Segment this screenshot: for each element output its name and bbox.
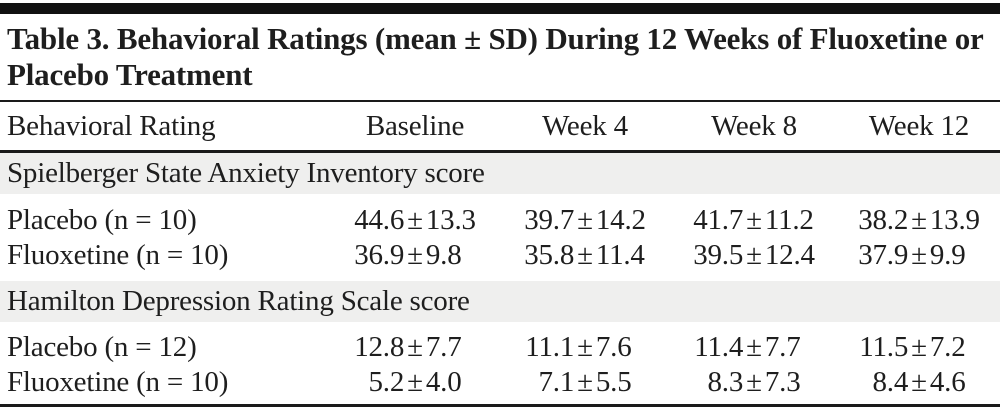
plus-minus-symbol: ±: [911, 331, 927, 363]
plus-minus-symbol: ±: [407, 331, 423, 363]
cell-mean: 11.1: [525, 331, 575, 363]
cell-week12: 8.4 ±4.6: [838, 366, 1000, 399]
cell-week8: 8.3 ±7.3: [670, 366, 838, 399]
cell-sd: 7.6: [595, 331, 632, 363]
plus-minus-symbol: ±: [407, 365, 423, 398]
plus-minus-symbol: ±: [911, 204, 927, 236]
header-rule: [0, 150, 1000, 153]
cell-sd: 13.9: [929, 204, 980, 236]
cell-mean: 8.4: [872, 365, 909, 398]
cell-week12: 11.5 ±7.2: [838, 331, 1000, 364]
cell-mean: 44.6: [354, 204, 405, 236]
cell-mean: 12.8: [354, 331, 405, 363]
cell-sd: 7.7: [425, 331, 462, 363]
cell-mean: 11.4: [694, 331, 744, 363]
cell-mean: 38.2: [858, 204, 909, 236]
cell-week8: 11.4 ±7.7: [670, 331, 838, 364]
cell-sd: 9.8: [425, 238, 462, 271]
cell-week4: 7.1 ±5.5: [500, 366, 670, 399]
table-row-spielberger-placebo: Placebo (n = 10) 44.6 ±13.3 39.7 ±14.2 41.…: [0, 203, 1000, 238]
cell-baseline: 44.6 ±13.3: [330, 204, 500, 237]
cell-sd: 11.2: [764, 204, 814, 236]
cell-sd: 4.6: [929, 365, 966, 398]
cell-mean: 5.2: [368, 365, 405, 398]
row-label: Placebo (n = 12): [7, 331, 197, 363]
plus-minus-symbol: ±: [746, 204, 762, 236]
plus-minus-symbol: ±: [746, 365, 762, 398]
section-header-hamilton: Hamilton Depression Rating Scale score: [0, 281, 1000, 322]
cell-week8: 41.7 ±11.2: [670, 204, 838, 237]
plus-minus-symbol: ±: [746, 331, 762, 363]
cell-mean: 8.3: [707, 365, 744, 398]
plus-minus-symbol: ±: [407, 204, 423, 236]
plus-minus-symbol: ±: [911, 238, 927, 271]
column-header-behavioral-rating: Behavioral Rating: [7, 109, 216, 142]
column-header-baseline: Baseline: [365, 109, 465, 142]
column-header-week8: Week 8: [711, 109, 797, 142]
cell-sd: 11.4: [595, 238, 645, 271]
cell-sd: 14.2: [595, 204, 646, 236]
column-header-row: Behavioral Rating Baseline Week 4 Week 8…: [0, 102, 1000, 150]
cell-sd: 4.0: [425, 365, 462, 398]
cell-mean: 11.5: [859, 331, 909, 363]
top-rule-thick: [0, 3, 1000, 14]
plus-minus-symbol: ±: [407, 238, 423, 271]
cell-week4: 11.1 ±7.6: [500, 331, 670, 364]
cell-mean: 35.8: [524, 238, 575, 271]
plus-minus-symbol: ±: [577, 238, 593, 271]
column-header-week12: Week 12: [868, 109, 970, 142]
cell-mean: 39.5: [693, 238, 744, 271]
row-gap: [0, 272, 1000, 281]
cell-sd: 7.7: [764, 331, 801, 363]
section-header-label: Hamilton Depression Rating Scale score: [7, 285, 470, 317]
title-rule: [0, 100, 1000, 102]
cell-baseline: 12.8 ±7.7: [330, 331, 500, 364]
cell-mean: 37.9: [858, 238, 909, 271]
plus-minus-symbol: ±: [577, 204, 593, 236]
section-header-label: Spielberger State Anxiety Inventory scor…: [7, 157, 485, 189]
cell-week12: 37.9 ±9.9: [838, 239, 1000, 272]
plus-minus-symbol: ±: [746, 238, 762, 271]
cell-mean: 39.7: [524, 204, 575, 236]
cell-week12: 38.2 ±13.9: [838, 204, 1000, 237]
cell-baseline: 5.2 ±4.0: [330, 366, 500, 399]
cell-sd: 12.4: [764, 238, 815, 271]
row-gap: [0, 194, 1000, 203]
bottom-rule: [0, 404, 1000, 407]
cell-sd: 7.3: [764, 365, 801, 398]
cell-mean: 41.7: [693, 204, 744, 236]
column-header-week4: Week 4: [542, 109, 628, 142]
row-label: Fluoxetine (n = 10): [7, 365, 229, 398]
row-label: Placebo (n = 10): [7, 204, 197, 236]
cell-sd: 5.5: [595, 365, 632, 398]
plus-minus-symbol: ±: [577, 331, 593, 363]
cell-mean: 7.1: [538, 365, 575, 398]
row-gap: [0, 322, 1000, 330]
row-label: Fluoxetine (n = 10): [7, 238, 229, 271]
cell-baseline: 36.9 ±9.8: [330, 239, 500, 272]
cell-sd: 13.3: [425, 204, 476, 236]
cell-week8: 39.5 ±12.4: [670, 239, 838, 272]
cell-mean: 36.9: [354, 238, 405, 271]
plus-minus-symbol: ±: [911, 365, 927, 398]
cell-week4: 39.7 ±14.2: [500, 204, 670, 237]
cell-sd: 9.9: [929, 238, 966, 271]
table-row-spielberger-fluoxetine: Fluoxetine (n = 10) 36.9 ±9.8 35.8 ±11.4 3…: [0, 238, 1000, 272]
section-header-spielberger: Spielberger State Anxiety Inventory scor…: [0, 153, 1000, 194]
plus-minus-symbol: ±: [577, 365, 593, 398]
table-title: Table 3. Behavioral Ratings (mean ± SD) …: [7, 21, 983, 92]
cell-sd: 7.2: [929, 331, 966, 363]
cell-week4: 35.8 ±11.4: [500, 239, 670, 272]
table-row-hamilton-fluoxetine: Fluoxetine (n = 10) 5.2 ±4.0 7.1 ±5.5 8.3 ±…: [0, 365, 1000, 399]
table-row-hamilton-placebo: Placebo (n = 12) 12.8 ±7.7 11.1 ±7.6 11.4 ±…: [0, 330, 1000, 365]
